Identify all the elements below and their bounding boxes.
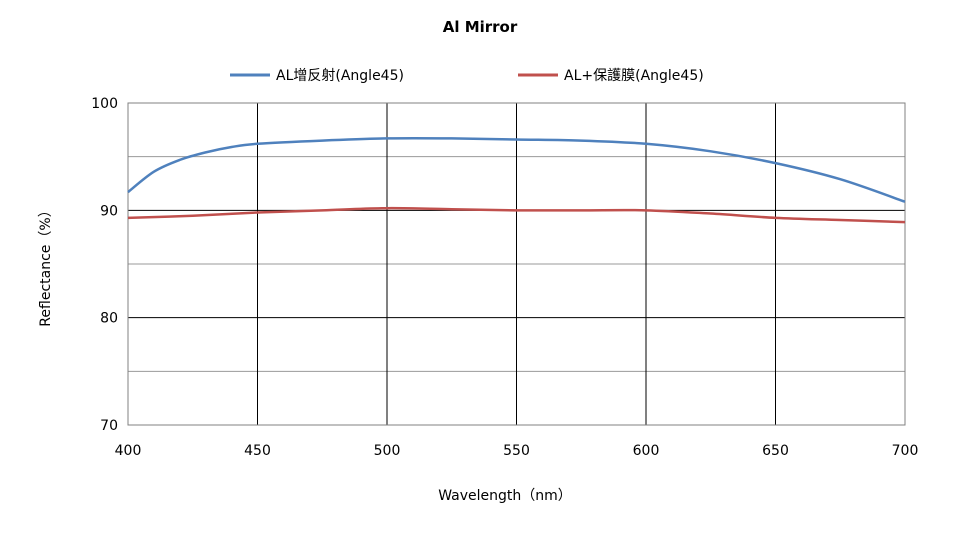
- x-tick-label: 450: [244, 443, 271, 459]
- x-tick-label: 700: [892, 443, 919, 459]
- chart-title: Al Mirror: [443, 18, 518, 36]
- x-tick-label: 600: [633, 443, 660, 459]
- y-axis-ticks: 70 80 90 100: [91, 96, 118, 434]
- x-axis-label: Wavelength（nm）: [438, 488, 572, 504]
- x-tick-label: 500: [374, 443, 401, 459]
- series-lines: [127, 136, 906, 224]
- y-tick-label: 100: [91, 96, 118, 112]
- legend-label-series-2: AL+保護膜(Angle45): [564, 68, 704, 84]
- gridlines: [128, 102, 905, 426]
- x-tick-label: 400: [115, 443, 142, 459]
- y-tick-label: 80: [100, 311, 118, 327]
- series-line-1: [127, 136, 906, 203]
- series-line-2: [127, 206, 906, 224]
- y-axis-label: Reflectance（%）: [38, 203, 54, 326]
- x-tick-label: 550: [503, 443, 530, 459]
- plot-area-border: [127, 102, 906, 426]
- x-axis-ticks: 400 450 500 550 600 650 700: [115, 443, 919, 459]
- y-tick-label: 70: [100, 418, 118, 434]
- y-tick-label: 90: [100, 203, 118, 219]
- legend-label-series-1: AL增反射(Angle45): [276, 68, 404, 84]
- x-tick-label: 650: [762, 443, 789, 459]
- legend: AL增反射(Angle45) AL+保護膜(Angle45): [230, 68, 704, 84]
